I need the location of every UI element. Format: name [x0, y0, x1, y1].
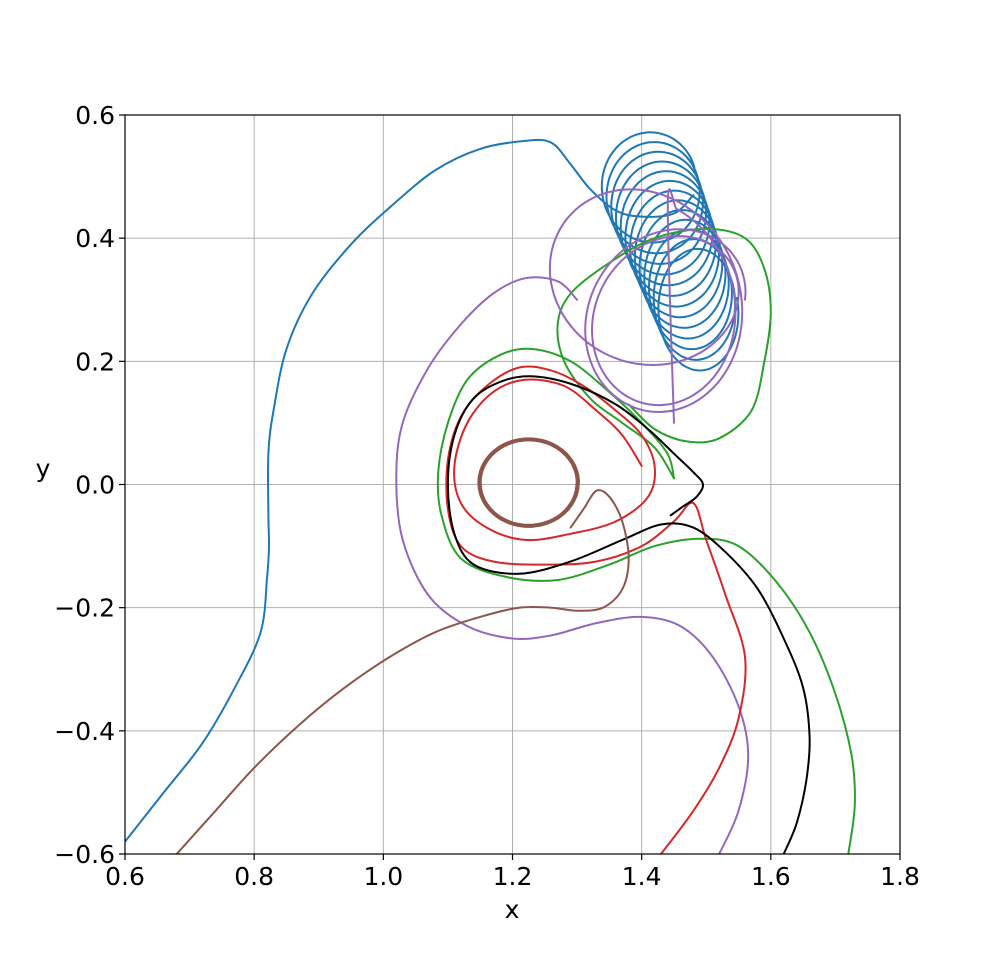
- x-tick-label: 1.0: [363, 862, 403, 891]
- trajectory-line: [395, 276, 750, 854]
- trajectory-line: [445, 365, 747, 854]
- x-tick-label: 0.8: [234, 862, 274, 891]
- trajectory-line: [556, 227, 772, 480]
- y-axis-label: y: [36, 454, 51, 483]
- y-tick-label: −0.4: [54, 717, 115, 746]
- tick-layer: 0.6 0.8 1.0 1.2 1.4 1.6 1.8 −0.6 −0.4 −0.2 0.0 0.2 0…: [54, 101, 920, 891]
- x-axis-label: x: [505, 895, 520, 924]
- y-tick-label: 0.4: [75, 224, 115, 253]
- x-tick-label: 1.2: [493, 862, 533, 891]
- trajectory-spiral: [600, 131, 740, 372]
- y-tick-label: 0.6: [75, 101, 115, 130]
- trajectory-line: [446, 375, 811, 854]
- trajectory-line: [436, 347, 856, 854]
- y-tick-label: 0.2: [75, 347, 115, 376]
- trajectory-loop: [548, 188, 747, 424]
- y-tick-label: −0.2: [54, 594, 115, 623]
- grid-layer: [124, 114, 901, 855]
- trajectory-line: [175, 489, 630, 854]
- trajectory-line: [125, 138, 695, 843]
- y-tick-label: −0.6: [54, 840, 115, 869]
- x-tick-label: 1.8: [880, 862, 920, 891]
- series-layer: [125, 131, 856, 854]
- x-tick-label: 1.6: [751, 862, 791, 891]
- y-tick-label: 0.0: [75, 471, 115, 500]
- x-tick-label: 0.6: [105, 862, 145, 891]
- trajectory-loop: [477, 437, 580, 528]
- x-tick-label: 1.4: [622, 862, 662, 891]
